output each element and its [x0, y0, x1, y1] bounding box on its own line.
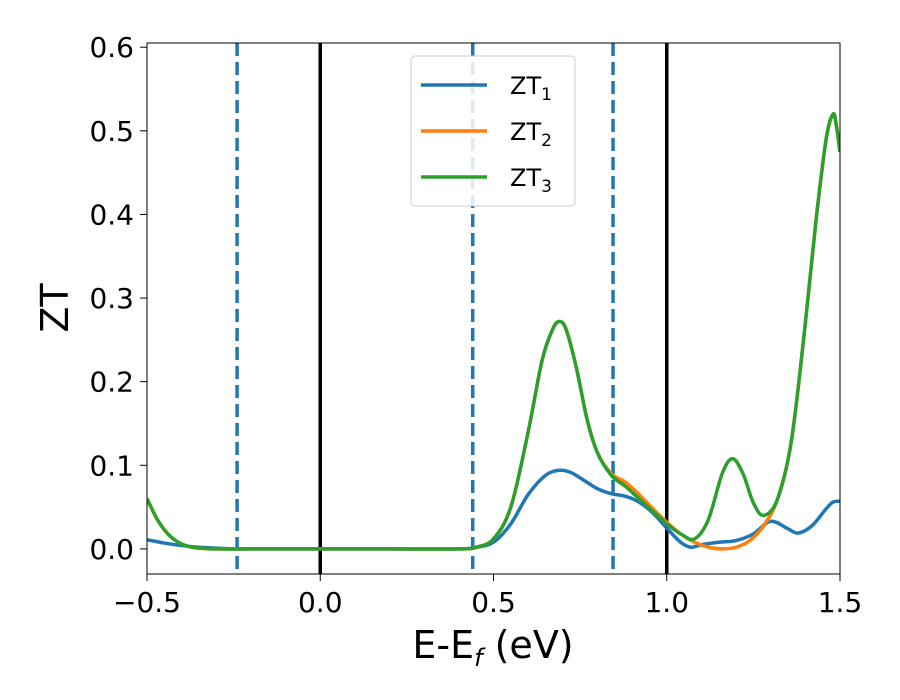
- y-tick-label: 0.5: [89, 115, 134, 148]
- legend-label-zt2: ZT2: [510, 118, 552, 151]
- y-axis-ticks: 0.0 0.1 0.2 0.3 0.4 0.5 0.6: [89, 31, 147, 566]
- x-axis-title-unit: (eV): [483, 623, 574, 667]
- y-tick-label: 0.4: [89, 198, 134, 231]
- y-axis-title: ZT: [33, 283, 77, 333]
- legend-label-zt3: ZT3: [510, 164, 552, 197]
- x-tick-label: 1.0: [644, 586, 689, 619]
- y-tick-label: 0.6: [89, 31, 134, 64]
- legend-label-zt1: ZT1: [510, 72, 552, 105]
- x-tick-label: 0.0: [298, 586, 343, 619]
- legend-box: [410, 55, 576, 207]
- x-axis-title: E-Ef (eV): [412, 623, 573, 672]
- legend-entries: ZT1 ZT2 ZT3: [421, 72, 552, 197]
- y-tick-label: 0.1: [89, 449, 134, 482]
- y-tick-label: 0.0: [89, 533, 134, 566]
- series-lines: [147, 112, 840, 551]
- legend: ZT1 ZT2 ZT3: [410, 55, 576, 207]
- x-axis-title-main: E-E: [412, 623, 474, 667]
- x-tick-label: 0.5: [471, 586, 516, 619]
- y-tick-label: 0.3: [89, 282, 134, 315]
- x-tick-label: 1.5: [818, 586, 863, 619]
- series-line-zt3: [147, 112, 840, 551]
- y-tick-label: 0.2: [89, 366, 134, 399]
- x-axis-ticks: −0.5 0.0 0.5 1.0 1.5: [113, 574, 862, 619]
- x-tick-label: −0.5: [113, 586, 181, 619]
